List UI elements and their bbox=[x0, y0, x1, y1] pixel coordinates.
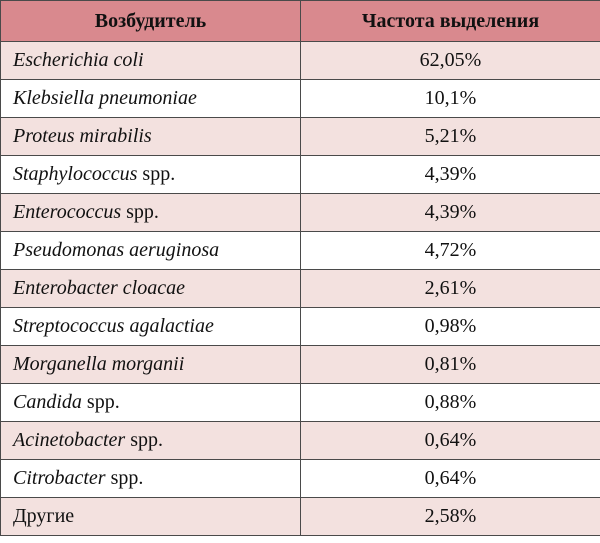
frequency-cell: 2,61% bbox=[300, 269, 600, 308]
pathogen-name-italic: Acinetobacter bbox=[13, 429, 126, 451]
table-header-row: Возбудитель Частота выделения bbox=[0, 0, 600, 42]
pathogen-cell: Staphylococcus spp. bbox=[0, 155, 301, 194]
pathogen-name-suffix: spp. bbox=[125, 429, 163, 451]
pathogen-name-suffix: spp. bbox=[81, 391, 120, 413]
frequency-cell: 0,64% bbox=[300, 459, 600, 498]
pathogen-name-suffix: spp. bbox=[121, 201, 159, 223]
pathogen-name-suffix: spp. bbox=[105, 467, 144, 489]
pathogen-cell: Klebsiella pneumoniae bbox=[0, 79, 301, 118]
table-row: Другие 2,58% bbox=[0, 497, 600, 536]
frequency-cell: 10,1% bbox=[300, 79, 600, 118]
table-row: Morganella morganii 0,81% bbox=[0, 345, 600, 384]
table-row: Proteus mirabilis 5,21% bbox=[0, 117, 600, 156]
pathogen-cell: Streptococcus agalactiae bbox=[0, 307, 301, 346]
pathogen-cell: Citrobacter spp. bbox=[0, 459, 301, 498]
frequency-cell: 62,05% bbox=[300, 41, 600, 80]
frequency-cell: 4,39% bbox=[300, 193, 600, 232]
pathogen-cell: Escherichia coli bbox=[0, 41, 301, 80]
frequency-cell: 5,21% bbox=[300, 117, 600, 156]
pathogen-cell: Morganella morganii bbox=[0, 345, 301, 384]
pathogen-cell: Proteus mirabilis bbox=[0, 117, 301, 156]
pathogen-name-italic: Morganella morganii bbox=[13, 353, 185, 375]
pathogen-name-italic: Klebsiella pneumoniae bbox=[13, 87, 197, 109]
table-row: Streptococcus agalactiae 0,98% bbox=[0, 307, 600, 346]
frequency-cell: 4,72% bbox=[300, 231, 600, 270]
frequency-cell: 0,81% bbox=[300, 345, 600, 384]
table-row: Klebsiella pneumoniae 10,1% bbox=[0, 79, 600, 118]
pathogen-name-italic: Enterobacter cloacae bbox=[13, 277, 185, 299]
pathogen-cell: Acinetobacter spp. bbox=[0, 421, 301, 460]
frequency-cell: 2,58% bbox=[300, 497, 600, 536]
pathogen-name-italic: Candida bbox=[13, 391, 82, 413]
table-row: Enterobacter cloacae 2,61% bbox=[0, 269, 600, 308]
frequency-cell: 0,98% bbox=[300, 307, 600, 346]
frequency-cell: 4,39% bbox=[300, 155, 600, 194]
header-frequency: Частота выделения bbox=[300, 0, 600, 42]
table-row: Escherichia coli 62,05% bbox=[0, 41, 600, 80]
pathogen-name-italic: Proteus mirabilis bbox=[13, 125, 152, 147]
table-row: Staphylococcus spp. 4,39% bbox=[0, 155, 600, 194]
pathogen-cell: Enterococcus spp. bbox=[0, 193, 301, 232]
pathogen-cell: Enterobacter cloacae bbox=[0, 269, 301, 308]
pathogen-cell: Pseudomonas aeruginosa bbox=[0, 231, 301, 270]
table-row: Acinetobacter spp. 0,64% bbox=[0, 421, 600, 460]
table-row: Enterococcus spp. 4,39% bbox=[0, 193, 600, 232]
pathogen-name-suffix: spp. bbox=[137, 163, 176, 185]
pathogen-name-italic: Citrobacter bbox=[13, 467, 106, 489]
pathogen-name-suffix: Другие bbox=[13, 505, 75, 527]
pathogen-name-italic: Escherichia coli bbox=[13, 49, 144, 71]
table-row: Citrobacter spp. 0,64% bbox=[0, 459, 600, 498]
pathogen-name-italic: Enterococcus bbox=[13, 201, 122, 223]
pathogen-cell: Другие bbox=[0, 497, 301, 536]
frequency-cell: 0,88% bbox=[300, 383, 600, 422]
table-body: Escherichia coli 62,05% Klebsiella pneumon… bbox=[0, 41, 600, 536]
pathogen-cell: Candida spp. bbox=[0, 383, 301, 422]
frequency-cell: 0,64% bbox=[300, 421, 600, 460]
pathogen-name-italic: Staphylococcus bbox=[13, 163, 138, 185]
header-pathogen: Возбудитель bbox=[0, 0, 301, 42]
table-row: Pseudomonas aeruginosa 4,72% bbox=[0, 231, 600, 270]
pathogen-name-italic: Streptococcus agalactiae bbox=[13, 315, 214, 337]
table-row: Candida spp. 0,88% bbox=[0, 383, 600, 422]
pathogen-name-italic: Pseudomonas aeruginosa bbox=[13, 239, 220, 261]
